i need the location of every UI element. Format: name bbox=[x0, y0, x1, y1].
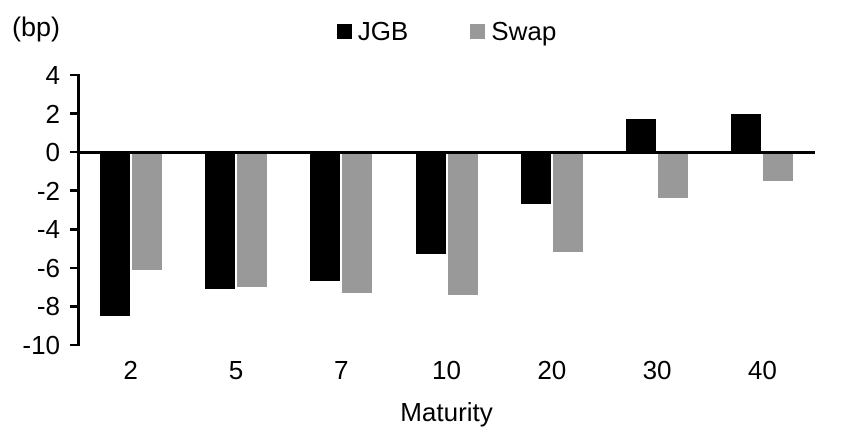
y-tick-label--10: -10 bbox=[22, 330, 60, 360]
bar-jgb-20 bbox=[520, 152, 551, 205]
bar-swap-40 bbox=[763, 152, 794, 182]
y-tick-mark bbox=[70, 343, 78, 347]
bar-jgb-10 bbox=[415, 152, 446, 255]
legend-item-jgb: JGB bbox=[336, 16, 409, 46]
x-axis-title: Maturity bbox=[400, 397, 493, 427]
y-tick-label-2: 2 bbox=[45, 98, 60, 129]
y-tick-label--4: -4 bbox=[36, 214, 60, 245]
bar-swap-5 bbox=[236, 152, 267, 288]
y-axis-unit-label: (bp) bbox=[12, 12, 61, 42]
bar-swap-2 bbox=[131, 152, 162, 270]
y-tick-mark bbox=[70, 228, 78, 231]
bar-jgb-5 bbox=[204, 152, 235, 290]
x-tick-label-40: 40 bbox=[747, 355, 777, 385]
y-tick-label--6: -6 bbox=[36, 252, 60, 283]
y-tick-mark bbox=[70, 266, 78, 270]
y-tick-mark bbox=[70, 73, 78, 77]
bar-jgb-30 bbox=[626, 119, 657, 153]
y-tick-label-4: 4 bbox=[45, 60, 60, 90]
legend-label-swap: Swap bbox=[491, 16, 557, 46]
bar-jgb-2 bbox=[99, 152, 130, 317]
y-tick-mark bbox=[70, 305, 78, 308]
x-tick-label-5: 5 bbox=[228, 355, 244, 385]
y-tick-label-0: 0 bbox=[45, 137, 60, 168]
bar-swap-20 bbox=[552, 152, 583, 253]
legend: JGB Swap bbox=[78, 17, 815, 45]
zero-baseline bbox=[78, 150, 815, 154]
y-axis-line bbox=[77, 73, 80, 346]
x-tick-label-30: 30 bbox=[642, 355, 672, 385]
bar-swap-30 bbox=[658, 152, 689, 199]
y-tick-mark bbox=[70, 189, 78, 192]
y-tick-mark bbox=[70, 150, 78, 154]
x-tick-label-20: 20 bbox=[537, 355, 567, 385]
legend-item-swap: Swap bbox=[470, 17, 556, 45]
x-tick-label-7: 7 bbox=[333, 355, 349, 385]
bar-swap-7 bbox=[342, 152, 373, 293]
y-tick-label--2: -2 bbox=[36, 175, 60, 206]
x-tick-label-10: 10 bbox=[432, 355, 461, 385]
bar-jgb-40 bbox=[731, 113, 762, 153]
bar-jgb-7 bbox=[310, 152, 341, 282]
swap-legend-swatch-icon bbox=[470, 23, 486, 39]
jgb-legend-swatch-icon bbox=[336, 23, 352, 39]
bar-swap-10 bbox=[447, 152, 478, 295]
legend-label-jgb: JGB bbox=[357, 16, 409, 46]
y-tick-mark bbox=[70, 112, 78, 115]
y-tick-label--8: -8 bbox=[36, 291, 60, 322]
x-tick-label-2: 2 bbox=[123, 355, 138, 385]
